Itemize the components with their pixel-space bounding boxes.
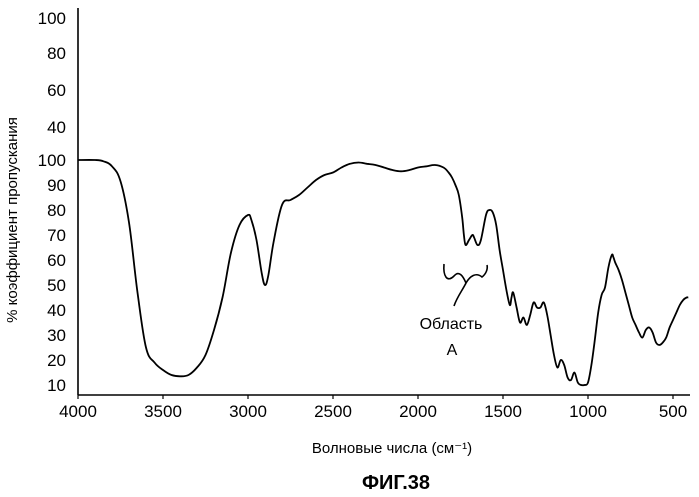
x-tick-label: 3000 bbox=[229, 402, 267, 421]
y-tick-label: 30 bbox=[47, 326, 66, 345]
x-tick-label: 3500 bbox=[144, 402, 182, 421]
x-tick-label: 1000 bbox=[569, 402, 607, 421]
x-tick-label: 2000 bbox=[399, 402, 437, 421]
y-tick-label-upper: 60 bbox=[47, 81, 66, 100]
region-a-label-line1: Область bbox=[420, 316, 483, 333]
y-axis-ticks: 100 80 60 40 100 90 80 70 60 50 40 30 20 10 bbox=[38, 9, 66, 395]
y-tick-label: 40 bbox=[47, 301, 66, 320]
y-tick-label: 90 bbox=[47, 176, 66, 195]
y-tick-label: 10 bbox=[47, 376, 66, 395]
x-tick-label: 500 bbox=[659, 402, 687, 421]
x-axis-label: Волновые числа (см⁻¹) bbox=[312, 440, 472, 457]
x-axis-ticks: 4000 3500 3000 2500 2000 1500 1000 500 bbox=[59, 395, 687, 421]
y-axis-label: % коэффициент пропускания bbox=[4, 117, 21, 323]
region-a-annotation: Область A bbox=[420, 263, 489, 359]
y-tick-label: 20 bbox=[47, 351, 66, 370]
region-a-label-line2: A bbox=[447, 342, 458, 359]
y-tick-label: 100 bbox=[38, 151, 66, 170]
y-tick-label-upper: 100 bbox=[38, 9, 66, 28]
y-tick-label-upper: 40 bbox=[47, 118, 66, 137]
region-a-pointer bbox=[453, 282, 467, 307]
region-a-bracket bbox=[443, 263, 489, 285]
series-layer bbox=[77, 159, 689, 387]
y-tick-label: 50 bbox=[47, 276, 66, 295]
spectrum-line bbox=[77, 159, 689, 387]
x-tick-label: 4000 bbox=[59, 402, 97, 421]
y-tick-label: 60 bbox=[47, 251, 66, 270]
y-tick-label-upper: 80 bbox=[47, 44, 66, 63]
y-tick-label: 70 bbox=[47, 226, 66, 245]
figure-caption: ФИГ.38 bbox=[362, 472, 430, 494]
y-tick-label: 80 bbox=[47, 201, 66, 220]
axes bbox=[77, 8, 690, 396]
x-tick-label: 1500 bbox=[484, 402, 522, 421]
x-tick-label: 2500 bbox=[314, 402, 352, 421]
